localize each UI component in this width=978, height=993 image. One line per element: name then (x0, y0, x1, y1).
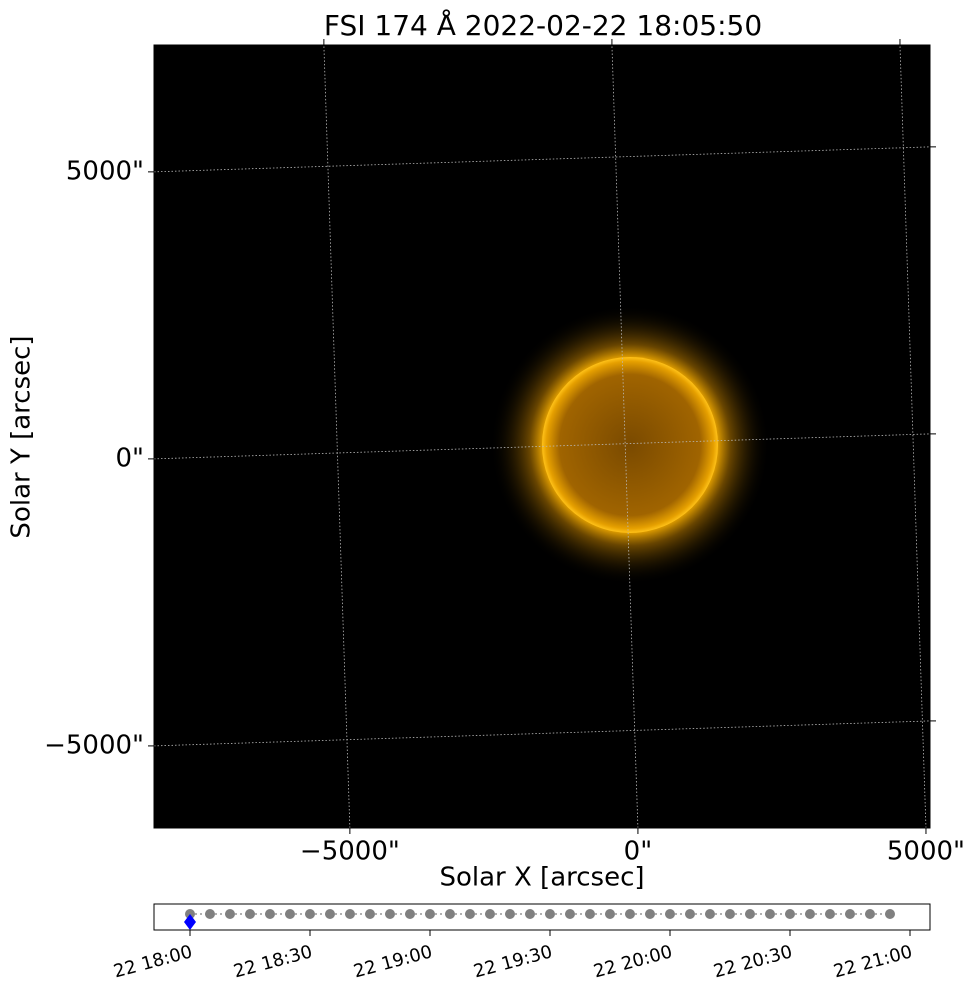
y-tick-label: 0" (115, 443, 144, 473)
timeline-point (605, 909, 615, 919)
timeline-point (745, 909, 755, 919)
timeline-point (725, 909, 735, 919)
timeline-point (205, 909, 215, 919)
x-grid-line (611, 44, 639, 829)
x-tick-label: 5000" (887, 837, 965, 867)
timeline-point (225, 909, 235, 919)
timeline-point (265, 909, 275, 919)
timeline-point (665, 909, 675, 919)
y-tick-label: 5000" (66, 156, 144, 186)
timeline-tick-label: 22 18:00 (111, 941, 194, 982)
timeline-point (305, 909, 315, 919)
timeline-tick-label: 22 20:30 (711, 941, 794, 982)
timeline-point (565, 909, 575, 919)
timeline-tick-label: 22 18:30 (231, 941, 314, 982)
timeline-point (465, 909, 475, 919)
timeline-point (405, 909, 415, 919)
y-tick-label: −5000" (44, 730, 144, 760)
timeline-tick-label: 22 19:30 (471, 941, 554, 982)
x-axis-label: Solar X [arcsec] (439, 863, 644, 893)
timeline-point (585, 909, 595, 919)
axes-frame (153, 44, 931, 829)
y-axis-label: Solar Y [arcsec] (7, 335, 37, 538)
timeline-point (345, 909, 355, 919)
timeline-frame (153, 903, 931, 931)
timeline-point (805, 909, 815, 919)
timeline-point (685, 909, 695, 919)
timeline-point (785, 909, 795, 919)
selected-marker (184, 914, 196, 930)
timeline-point (825, 909, 835, 919)
timeline-tick-label: 22 20:00 (591, 941, 674, 982)
timeline-point (425, 909, 435, 919)
timeline-point (365, 909, 375, 919)
timeline-point (325, 909, 335, 919)
timeline-point (765, 909, 775, 919)
x-tick-label: −5000" (300, 837, 400, 867)
timeline-tick-label: 22 19:00 (351, 941, 434, 982)
timeline-tick-label: 22 21:00 (831, 941, 914, 982)
timeline-point (505, 909, 515, 919)
timeline-point (385, 909, 395, 919)
x-tick-label: 0" (624, 837, 653, 867)
chart-title: FSI 174 Å 2022-02-22 18:05:50 (324, 8, 762, 42)
x-grid-line (899, 44, 927, 829)
timeline-point (545, 909, 555, 919)
sun-disk (542, 357, 718, 533)
timeline-point (845, 909, 855, 919)
timeline-point (625, 909, 635, 919)
timeline-point (445, 909, 455, 919)
timeline-point (865, 909, 875, 919)
timeline-point (885, 909, 895, 919)
timeline-point (285, 909, 295, 919)
timeline-point (485, 909, 495, 919)
x-grid-line (323, 44, 351, 829)
timeline-point (245, 909, 255, 919)
timeline-point (525, 909, 535, 919)
timeline-point (645, 909, 655, 919)
timeline-point (705, 909, 715, 919)
